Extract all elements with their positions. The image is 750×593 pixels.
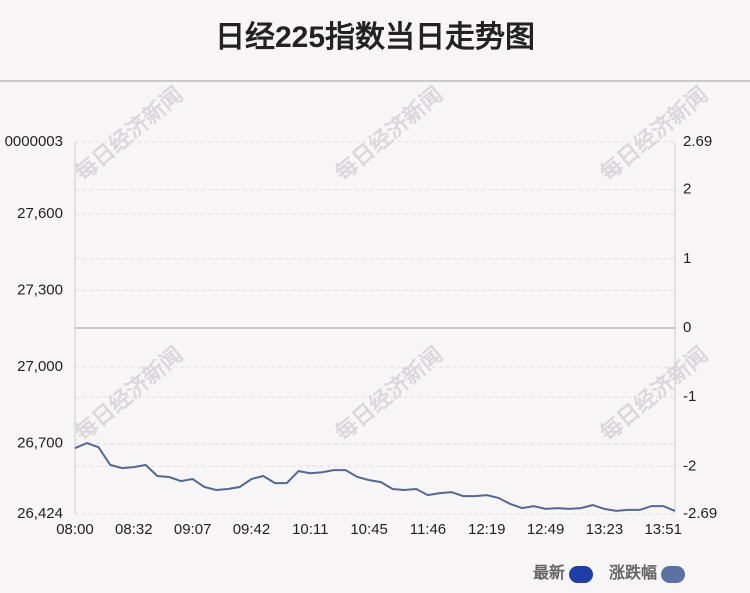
- x-tick-label: 12:49: [527, 521, 565, 538]
- legend-label: 最新: [533, 563, 565, 582]
- x-tick-label: 09:42: [233, 521, 271, 538]
- y2-tick-label: 2.69: [683, 133, 712, 150]
- y2-tick-label: -2.69: [683, 505, 717, 522]
- y2-tick-label: 1: [683, 250, 691, 267]
- x-tick-label: 13:51: [644, 521, 682, 538]
- line-series: [74, 442, 676, 512]
- y-tick-label: 27,600: [17, 205, 63, 222]
- chart-title: 日经225指数当日走势图: [215, 20, 535, 54]
- y-tick-label: 26,700: [17, 435, 63, 452]
- y2-tick-label: -1: [683, 388, 696, 405]
- y-tick-label: 0000003: [5, 133, 63, 150]
- y2-tick-label: -2: [683, 457, 696, 474]
- x-tick-label: 08:00: [56, 521, 94, 538]
- x-tick-label: 08:32: [115, 521, 153, 538]
- x-tick-label: 10:11: [292, 521, 328, 538]
- y2-tick-label: 0: [683, 319, 691, 336]
- y2-tick-label: 2: [683, 181, 691, 198]
- x-tick-label: 12:19: [468, 521, 506, 538]
- legend-label: 涨跌幅: [609, 563, 657, 582]
- legend-swatch: [569, 566, 594, 583]
- x-tick-label: 09:07: [174, 521, 212, 538]
- legend-swatch: [661, 566, 686, 583]
- y-tick-label: 27,300: [17, 281, 63, 298]
- y-tick-label: 27,000: [17, 358, 63, 375]
- y-tick-label: 26,424: [17, 505, 63, 522]
- x-tick-label: 13:23: [586, 521, 624, 538]
- x-tick-label: 10:45: [350, 521, 388, 538]
- x-tick-label: 11:46: [410, 521, 446, 538]
